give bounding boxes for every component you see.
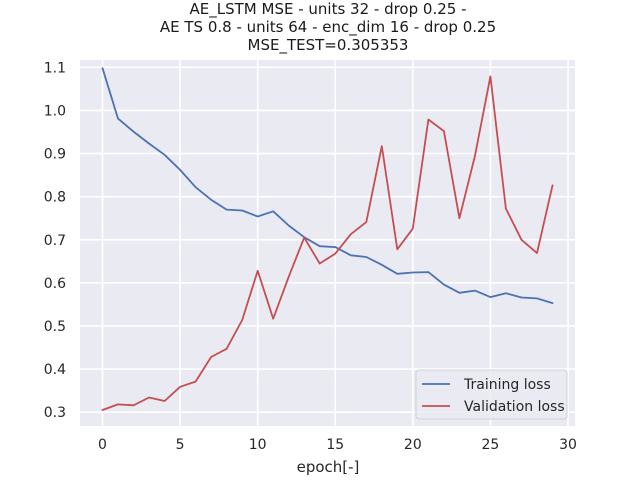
title-line-1: AE_LSTM MSE - units 32 - drop 0.25 - [190,0,467,19]
y-tick-label: 0.9 [44,147,66,163]
series-line-training-loss [101,67,554,305]
x-tick-label: 0 [98,437,107,453]
y-axis-ticks: 0.3 0.4 0.5 0.6 0.7 0.8 0.9 1.0 1.1 [44,60,66,421]
x-tick-label: 10 [249,437,267,453]
x-tick-label: 5 [176,437,185,453]
x-axis-label: epoch[-] [297,458,360,476]
x-axis-ticks: 0 5 10 15 20 25 30 [98,437,577,453]
legend: Training loss Validation loss [415,369,568,420]
x-tick-label: 15 [326,437,344,453]
title-line-3: MSE_TEST=0.305353 [248,36,409,55]
y-tick-label: 0.6 [44,276,66,292]
y-tick-label: 0.5 [44,319,66,335]
grid-lines [80,60,575,426]
legend-box [415,369,568,420]
series-lines [101,67,554,411]
y-tick-label: 0.8 [44,190,66,206]
y-tick-label: 0.3 [44,405,66,421]
y-tick-label: 0.4 [44,362,66,378]
series-line-validation-loss [101,75,554,411]
y-tick-label: 0.7 [44,233,66,249]
x-tick-label: 20 [404,437,422,453]
title-line-2: AE TS 0.8 - units 64 - enc_dim 16 - drop… [160,18,496,37]
chart-title: AE_LSTM MSE - units 32 - drop 0.25 - AE … [160,0,496,55]
x-tick-label: 30 [559,437,577,453]
legend-label: Training loss [463,377,551,393]
plot-area [80,60,575,426]
y-tick-label: 1.1 [44,60,66,76]
legend-label: Validation loss [464,399,565,415]
x-tick-label: 25 [482,437,500,453]
y-tick-label: 1.0 [44,103,66,119]
